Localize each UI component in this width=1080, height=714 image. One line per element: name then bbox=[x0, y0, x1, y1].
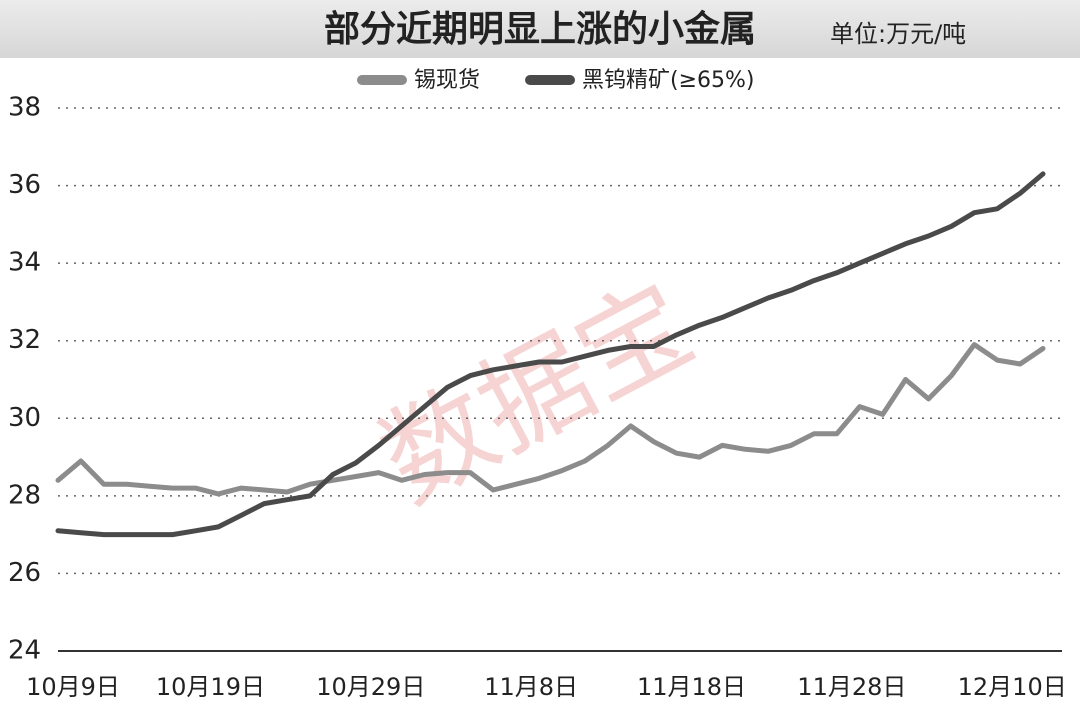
x-tick-label: 10月9日 bbox=[26, 673, 120, 701]
y-tick-label: 30 bbox=[8, 403, 41, 433]
x-tick-label: 10月29日 bbox=[316, 673, 425, 701]
x-tick-label: 12月10日 bbox=[958, 673, 1067, 701]
x-tick-label: 11月8日 bbox=[484, 673, 578, 701]
x-tick-label: 11月18日 bbox=[637, 673, 746, 701]
legend-label: 黑钨精矿(≥65%) bbox=[582, 68, 755, 93]
x-tick-label: 10月19日 bbox=[156, 673, 265, 701]
legend-label: 锡现货 bbox=[414, 68, 480, 93]
watermark: 数据宝 bbox=[361, 259, 712, 527]
legend: 锡现货 黑钨精矿(≥65%) bbox=[357, 68, 755, 93]
chart-title: 部分近期明显上涨的小金属 bbox=[324, 8, 756, 50]
x-tick-label: 11月28日 bbox=[797, 673, 906, 701]
y-tick-label: 36 bbox=[8, 170, 41, 200]
y-tick-label: 28 bbox=[8, 480, 41, 510]
title-bar bbox=[0, 0, 1080, 58]
y-tick-label: 38 bbox=[8, 93, 41, 123]
y-tick-label: 24 bbox=[8, 636, 41, 666]
series-line bbox=[55, 342, 1046, 497]
y-tick-label: 32 bbox=[8, 325, 41, 355]
y-tick-label: 26 bbox=[8, 558, 41, 588]
unit-label: 单位:万元/吨 bbox=[830, 20, 966, 48]
y-tick-label: 34 bbox=[8, 248, 41, 278]
series-line bbox=[55, 171, 1046, 538]
